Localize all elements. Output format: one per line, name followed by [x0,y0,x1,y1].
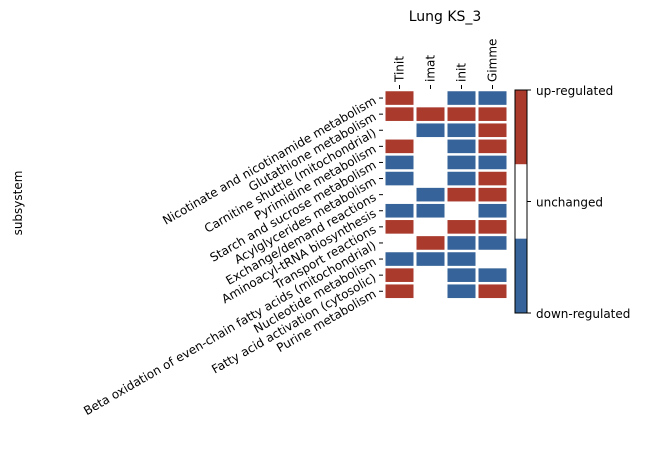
colorbar-label: down-regulated [536,307,630,321]
heatmap-cell-r3-c3 [478,139,507,154]
heatmap-cell-r11-c3 [478,268,507,282]
colorbar-segment [515,90,527,165]
heatmap-cell-r0-c0 [385,91,414,105]
heatmap-cell-r1-c1 [416,107,445,121]
heatmap-cell-r5-c1 [416,171,445,186]
heatmap-cell-r3-c1 [416,139,445,154]
column-label: init [455,63,469,82]
row-labels: Nicotinate and nicotinamide metabolismGl… [81,94,383,418]
heatmap-cell-r1-c0 [385,107,414,121]
row-label: Beta oxidation of even-chain fatty acids… [81,238,378,418]
heatmap-cell-r12-c0 [385,284,414,299]
heatmap-cell-r10-c3 [478,252,507,266]
heatmap-cell-r7-c3 [478,203,507,218]
heatmap-cell-r12-c1 [416,284,445,299]
heatmap-cell-r3-c2 [447,139,476,154]
heatmap-cell-r5-c0 [385,171,414,186]
heatmap-cell-r6-c0 [385,187,414,202]
heatmap-cell-r2-c1 [416,123,445,138]
heatmap-cell-r3-c0 [385,139,414,154]
heatmap-cell-r1-c2 [447,107,476,121]
heatmap-cell-r2-c3 [478,123,507,138]
colorbar-segment [515,164,527,239]
heatmap-cell-r0-c1 [416,91,445,105]
heatmap-cell-r4-c1 [416,155,445,170]
heatmap-cell-r6-c2 [447,187,476,202]
heatmap-cell-r2-c2 [447,123,476,138]
heatmap-cell-r0-c2 [447,91,476,105]
heatmap-cell-r12-c3 [478,284,507,299]
heatmap-cell-r4-c2 [447,155,476,170]
heatmap-cell-r2-c0 [385,123,414,138]
heatmap-cell-r1-c3 [478,107,507,121]
heatmap-cell-r0-c3 [478,91,507,105]
heatmap-cells [385,91,507,299]
column-label: imat [424,55,438,82]
colorbar-label: up-regulated [536,84,613,98]
heatmap-cell-r6-c1 [416,187,445,202]
heatmap-cell-r4-c3 [478,155,507,170]
heatmap-cell-r9-c2 [447,236,476,250]
heatmap-cell-r9-c0 [385,236,414,250]
colorbar: up-regulated unchanged down-regulated [514,84,630,321]
colorbar-segment [515,238,527,313]
heatmap-cell-r11-c2 [447,268,476,282]
heatmap-cell-r8-c2 [447,220,476,234]
heatmap-cell-r10-c1 [416,252,445,266]
heatmap-cell-r11-c0 [385,268,414,282]
heatmap-cell-r7-c2 [447,203,476,218]
heatmap-cell-r12-c2 [447,284,476,299]
heatmap-cell-r7-c0 [385,203,414,218]
column-labels: Tinit imat init Gimme [393,39,500,89]
column-label: Tinit [393,56,407,83]
heatmap-cell-r6-c3 [478,187,507,202]
y-axis-label: subsystem [11,171,25,236]
column-label: Gimme [486,39,500,82]
heatmap-cell-r7-c1 [416,203,445,218]
heatmap-cell-r9-c3 [478,236,507,250]
heatmap-cell-r8-c0 [385,220,414,234]
heatmap-cell-r4-c0 [385,155,414,170]
heatmap-cell-r5-c2 [447,171,476,186]
heatmap-cell-r5-c3 [478,171,507,186]
heatmap-cell-r10-c2 [447,252,476,266]
heatmap-cell-r11-c1 [416,268,445,282]
chart-title: Lung KS_3 [409,9,482,25]
heatmap-cell-r8-c3 [478,220,507,234]
heatmap-cell-r8-c1 [416,220,445,234]
colorbar-label: unchanged [536,196,603,210]
heatmap-cell-r9-c1 [416,236,445,250]
heatmap-cell-r10-c0 [385,252,414,266]
